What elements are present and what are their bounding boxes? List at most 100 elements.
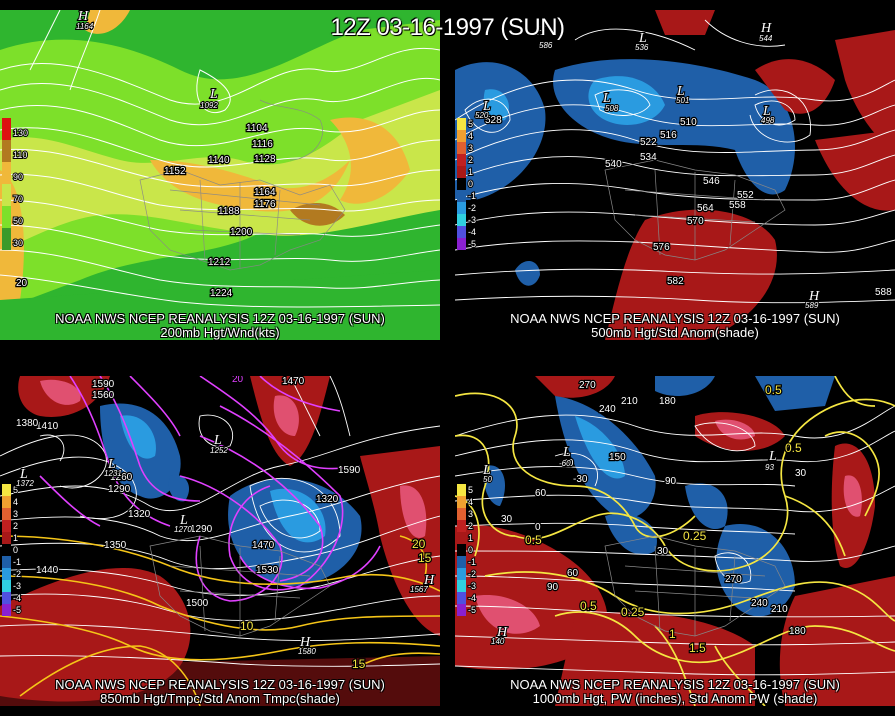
contour-label: 180: [659, 396, 676, 407]
high-center-letter: H: [808, 289, 820, 304]
low-center-letter: L: [482, 463, 491, 478]
contour-label: 30: [657, 546, 669, 557]
colorbar-label: 0: [468, 179, 473, 189]
low-center-value: 508: [605, 104, 619, 113]
colorbar-label: 2: [468, 155, 473, 165]
pw-label: 0.5: [525, 533, 542, 547]
contour-label: 270: [725, 574, 742, 585]
contour-label: 552: [737, 190, 754, 201]
contour-label: 516: [660, 130, 677, 141]
contour-label: 1116: [252, 139, 273, 150]
low-center-value: 1372: [16, 479, 34, 488]
contour-label: -30: [573, 474, 588, 485]
high-center-value: 586: [539, 41, 553, 50]
colorbar-label: 110: [13, 150, 27, 160]
map-title: 12Z 03-16-1997 (SUN): [330, 14, 565, 41]
colorbar-label: 5: [468, 119, 473, 129]
contour-label: 1152: [164, 166, 186, 177]
high-center-value: 589: [805, 301, 819, 310]
colorbar-label: -2: [468, 569, 476, 579]
panel-1000mb: 5 4 3 2 1 0 -1 -2 -3 -4 -5 270 240 210 1…: [455, 376, 895, 706]
contour-label: 210: [621, 396, 638, 407]
low-center-letter: L: [638, 31, 647, 46]
caption-source: NOAA NWS NCEP REANALYSIS 12Z 03-16-1997 …: [55, 677, 385, 692]
colorbar-label: 5: [13, 485, 18, 495]
caption-product: 850mb Hgt/Tmpc/Std Anom Tmpc(shade): [100, 691, 340, 706]
colorbar-label: 1: [468, 533, 473, 543]
high-center-letter: H: [534, 24, 546, 39]
colorbar-label: 1: [468, 167, 473, 177]
contour-label: 522: [640, 137, 657, 148]
contour-label: 1224: [210, 288, 233, 299]
map-1000mb: 5 4 3 2 1 0 -1 -2 -3 -4 -5 270 240 210 1…: [455, 376, 895, 706]
contour-label: 1380: [16, 418, 39, 429]
colorbar-label: -4: [468, 227, 476, 237]
map-200mb: 130 110 90 70 50 30 20 1104 1116 1128 11…: [0, 10, 440, 340]
contour-label: 1470: [282, 376, 305, 387]
pw-label: 0.5: [785, 441, 802, 455]
colorbar-label: 0: [13, 545, 18, 555]
high-center-letter: H: [423, 573, 435, 588]
colorbar-label: -3: [468, 581, 476, 591]
contour-label: 60: [535, 488, 547, 499]
colorbar-1000mb: 5 4 3 2 1 0 -1 -2 -3 -4 -5: [457, 484, 477, 616]
contour-label: 1260: [110, 472, 133, 483]
colorbar-label: 90: [13, 172, 23, 182]
panel-500mb: 5 4 3 2 1 0 -1 -2 -3 -4 -5 510 516 522 5…: [455, 10, 895, 340]
colorbar-850mb: 5 4 3 2 1 0 -1 -2 -3 -4 -5: [2, 484, 22, 616]
high-center-value: 1580: [298, 647, 316, 656]
high-center-value: 1567: [410, 585, 428, 594]
low-center-value: 93: [765, 463, 774, 472]
colorbar-label: -1: [468, 557, 476, 567]
high-center-letter: H: [760, 21, 772, 36]
contour-label: 1530: [256, 565, 279, 576]
colorbar-label: -1: [468, 191, 476, 201]
panel-caption: NOAA NWS NCEP REANALYSIS 12Z 03-16-1997 …: [455, 678, 895, 706]
colorbar-200mb: 130 110 90 70 50 30: [2, 118, 29, 250]
temp-label: 20: [232, 376, 244, 385]
colorbar-label: 1: [13, 533, 18, 543]
contour-label: 588: [875, 287, 892, 298]
contour-label: -60: [559, 458, 574, 469]
colorbar-label: -2: [468, 203, 476, 213]
contour-label: 180: [789, 626, 806, 637]
caption-product: 500mb Hgt/Std Anom(shade): [591, 325, 759, 340]
low-center-letter: L: [562, 445, 571, 460]
caption-source: NOAA NWS NCEP REANALYSIS 12Z 03-16-1997 …: [510, 311, 840, 326]
corner-label: 20: [16, 278, 28, 289]
contour-label: 1128: [254, 154, 276, 165]
contour-label: 1590: [92, 379, 115, 390]
contour-label: 150: [609, 452, 626, 463]
contour-label: 1188: [218, 206, 240, 217]
colorbar-label: 0: [468, 545, 473, 555]
contour-label: 558: [729, 200, 746, 211]
contour-label: 1290: [108, 484, 131, 495]
caption-source: NOAA NWS NCEP REANALYSIS 12Z 03-16-1997 …: [55, 311, 385, 326]
low-center-letter: L: [19, 467, 28, 482]
low-center-value: 498: [761, 116, 775, 125]
caption-product: 200mb Hgt/Wnd(kts): [160, 325, 280, 340]
high-center-value: 544: [759, 34, 773, 43]
low-center-letter: L: [768, 449, 777, 464]
contour-label: 60: [567, 568, 579, 579]
contour-label: 528: [485, 115, 502, 126]
low-center-value: 536: [635, 43, 649, 52]
panel-caption: NOAA NWS NCEP REANALYSIS 12Z 03-16-1997 …: [0, 678, 440, 706]
contour-label: 1440: [36, 565, 59, 576]
contour-label: 0: [535, 522, 541, 533]
contour-label: 90: [665, 476, 677, 487]
low-center-value: 1270: [174, 525, 192, 534]
colorbar-label: -5: [468, 605, 476, 615]
contour-label: 510: [680, 117, 697, 128]
contour-label: 270: [579, 380, 596, 391]
colorbar-label: -5: [13, 605, 21, 615]
contour-label: 546: [703, 176, 720, 187]
contour-label: 240: [751, 598, 768, 609]
low-center-value: 1231: [104, 469, 122, 478]
high-center-value: 140: [491, 637, 505, 646]
contour-label: 1470: [252, 540, 275, 551]
contour-label: 576: [653, 242, 670, 253]
low-center-letter: L: [107, 457, 116, 472]
caption-product: 1000mb Hgt, PW (inches), Std Anom PW (sh…: [532, 691, 818, 706]
contour-label: 564: [697, 203, 714, 214]
